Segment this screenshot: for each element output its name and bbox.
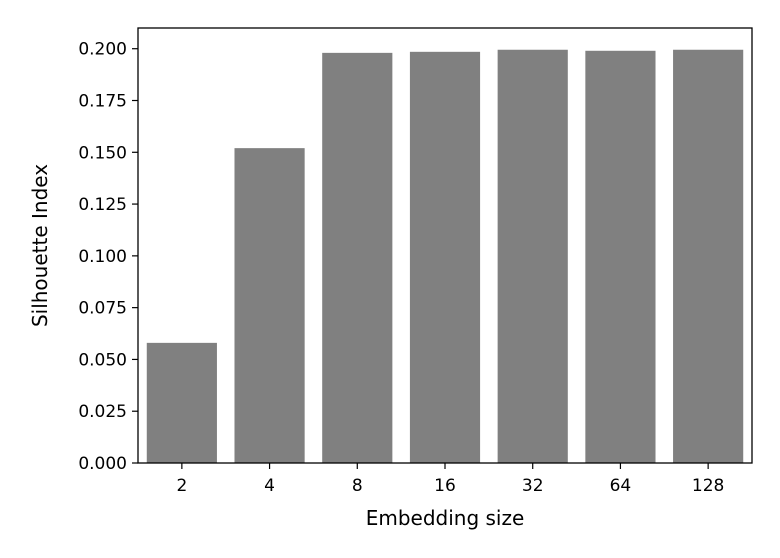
x-tick-label: 32	[522, 476, 544, 496]
y-axis: 0.000 0.025 0.050 0.075 0.100 0.125 0.150 0.175…	[78, 40, 138, 474]
y-tick-label: 0.175	[78, 92, 127, 112]
x-tick-label: 16	[434, 476, 456, 496]
bar-64	[585, 50, 656, 464]
bar-4	[234, 148, 305, 463]
plot-frame	[137, 27, 753, 464]
y-tick-label: 0.150	[78, 143, 127, 163]
y-tick-label: 0.025	[78, 402, 127, 422]
y-tick-label: 0.100	[78, 247, 127, 267]
x-tick-label: 128	[692, 476, 724, 496]
y-tick-label: 0.050	[78, 350, 127, 370]
bar-2	[146, 342, 217, 463]
y-axis-label: Silhouette Index	[28, 164, 52, 327]
x-tick-label: 2	[176, 476, 187, 496]
bar-32	[497, 49, 568, 463]
bars-group	[146, 49, 744, 464]
y-tick-label: 0.125	[78, 195, 127, 215]
y-tick-label: 0.075	[78, 299, 127, 319]
bar-16	[409, 51, 481, 463]
bar-128	[673, 49, 744, 463]
y-tick-label: 0.000	[78, 454, 127, 474]
y-tick-label: 0.200	[78, 40, 127, 60]
x-tick-label: 64	[610, 476, 632, 496]
x-axis-label: Embedding size	[366, 506, 525, 530]
x-tick-label: 4	[264, 476, 275, 496]
x-axis: 2 4 8 16 32 64 128	[176, 463, 724, 496]
x-tick-label: 8	[352, 476, 363, 496]
bar-8	[322, 52, 393, 463]
